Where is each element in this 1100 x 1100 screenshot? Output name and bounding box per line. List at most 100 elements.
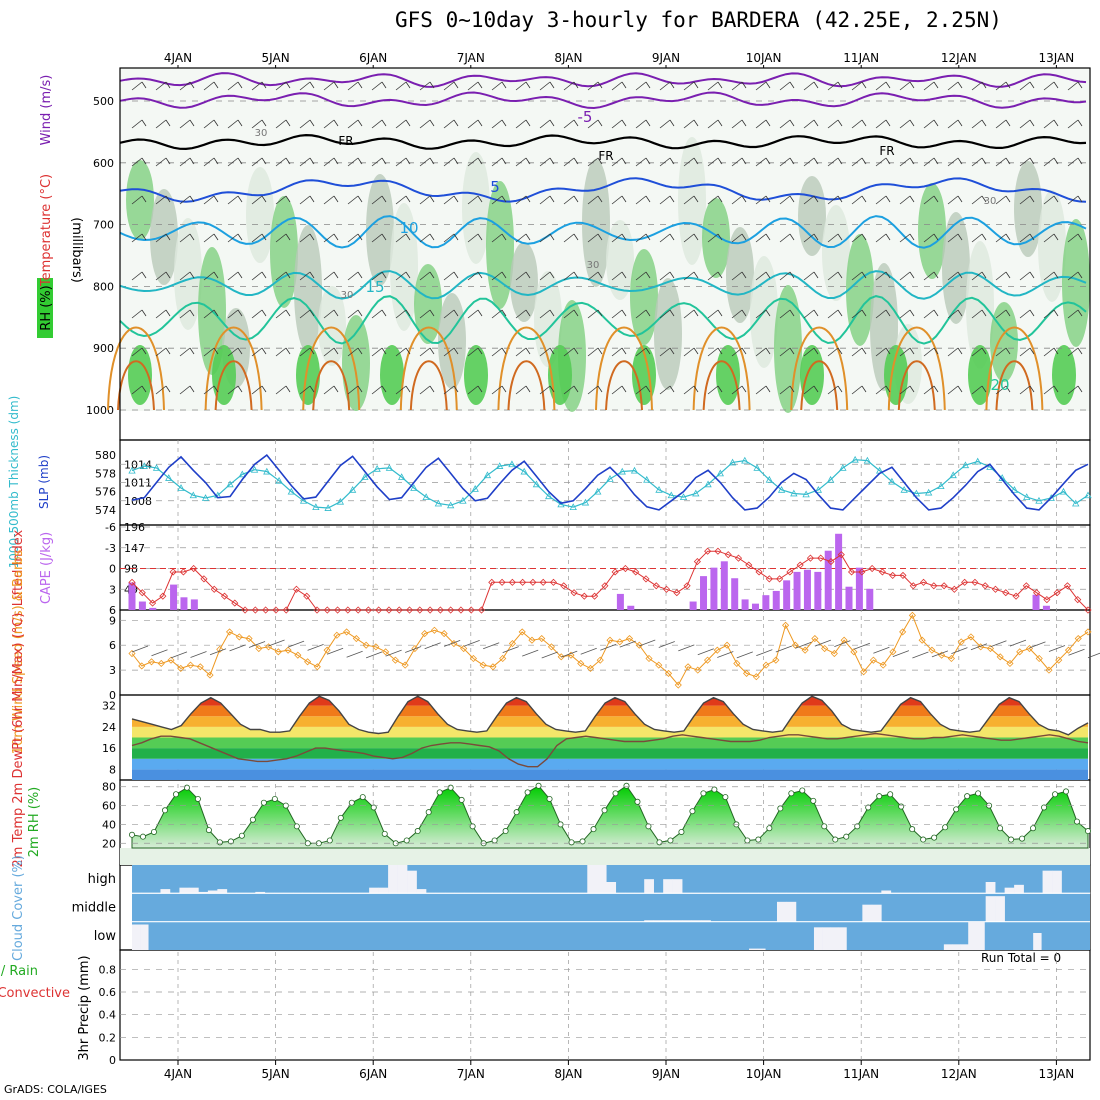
wind-barb: [899, 157, 911, 167]
wind-barb: [333, 81, 339, 89]
wind-barb: [131, 347, 143, 357]
rh-point: [1030, 825, 1037, 832]
wind-speed-point: [664, 669, 673, 677]
cloud-bar: [995, 896, 1005, 922]
cape-bar: [803, 569, 811, 610]
surface-wind-barb: [756, 649, 773, 657]
surface-wind-barb: [502, 646, 519, 653]
temperature-tick: 16: [102, 742, 116, 755]
wind-barb: [309, 385, 315, 393]
thickness-point: [373, 464, 381, 472]
surface-wind-barb: [424, 642, 441, 650]
wind-speed-point: [225, 628, 234, 636]
rh-point: [711, 786, 718, 793]
lifted-index-point: [159, 592, 167, 600]
surface-wind-barb: [522, 649, 539, 657]
date-top-label: 9JAN: [652, 51, 680, 65]
wind-barb: [707, 81, 719, 91]
lifted-index-point: [1002, 589, 1010, 597]
wind-barb: [741, 347, 747, 355]
cloud-bar: [862, 904, 873, 922]
wind-barb: [357, 385, 363, 393]
wind-barb: [467, 271, 479, 281]
thickness-point: [618, 467, 626, 475]
wind-barb: [659, 233, 671, 243]
date-top-label: 11JAN: [843, 51, 879, 65]
wind-barb: [549, 347, 555, 355]
wind-speed-point: [733, 659, 741, 668]
rh-point: [425, 809, 432, 816]
wind-barb: [347, 119, 359, 129]
wind-barb: [803, 385, 815, 395]
wind-barb: [707, 385, 719, 395]
wind-speed-point: [850, 648, 858, 656]
cape-bar: [710, 567, 718, 610]
surface-wind-barb: [561, 650, 578, 658]
wind-barb: [875, 385, 887, 395]
rh-point: [887, 791, 894, 798]
wind-speed-point: [460, 644, 468, 653]
rh-point: [623, 782, 630, 789]
rh-point: [469, 823, 476, 830]
wind-speed-point: [596, 656, 604, 664]
wind-barb: [443, 309, 455, 319]
rh-shade: [380, 345, 404, 405]
wind-barb: [381, 119, 387, 127]
wind-barb: [491, 309, 503, 319]
wind-barb: [885, 233, 891, 241]
thickness-point: [900, 485, 908, 493]
temp-contour-warm: [995, 360, 1034, 411]
wind-barb: [957, 385, 963, 393]
wind-speed-point: [996, 653, 1004, 661]
wind-barb: [717, 309, 723, 317]
precip-tick: 0.2: [99, 1031, 117, 1044]
lifted-index-point: [179, 568, 187, 576]
temp-contour-warm: [302, 326, 361, 411]
lifted-index-point: [1022, 582, 1030, 590]
wind-barb: [947, 347, 959, 357]
thickness-point: [704, 480, 712, 488]
wind-barb: [909, 271, 915, 279]
wind-speed-point: [1055, 656, 1063, 664]
wind-barb: [165, 347, 171, 355]
wind-speed-point: [928, 646, 936, 654]
wind-barb: [981, 157, 987, 165]
wind-barb: [1077, 271, 1083, 279]
wind-barb: [755, 81, 767, 91]
wind-barb: [251, 157, 263, 167]
wind-barb: [693, 233, 699, 241]
lifted-index-point: [765, 575, 773, 583]
wind-barb: [525, 385, 531, 393]
wind-barb: [803, 233, 815, 243]
rh-point: [898, 803, 905, 810]
wind-barb: [693, 195, 699, 203]
wind-barb: [539, 157, 551, 167]
wind-barb: [501, 119, 507, 127]
wind-barb: [645, 195, 651, 203]
wind-barb: [683, 119, 695, 129]
temp-contour-warm: [312, 360, 351, 411]
temp-contour-warm: [204, 326, 263, 411]
wind-barb: [443, 347, 455, 357]
wind-barb: [731, 195, 743, 205]
wind-barb: [909, 81, 915, 89]
rh-point: [953, 806, 960, 813]
wind-barb: [189, 347, 195, 355]
wind-barb: [525, 195, 531, 203]
rh-shade: [534, 271, 562, 367]
wind-barb: [933, 271, 939, 279]
wind-speed-point: [557, 653, 565, 661]
wind-barb: [645, 233, 651, 241]
lifted-index-point: [776, 575, 784, 583]
wind-speed-tick: 9: [109, 614, 116, 627]
wind-barb: [299, 81, 311, 91]
wind-barb: [861, 119, 867, 127]
surface-wind-barb: [990, 640, 1007, 648]
page-title: GFS 0~10day 3-hourly for BARDERA (42.25E…: [395, 8, 1002, 32]
wind-barb: [837, 309, 843, 317]
surface-wind-barb: [170, 651, 188, 659]
wind-speed-point: [401, 661, 409, 669]
wind-barb: [861, 81, 867, 89]
wind-speed-point: [547, 643, 556, 651]
precip-tick: 0.8: [99, 963, 117, 976]
